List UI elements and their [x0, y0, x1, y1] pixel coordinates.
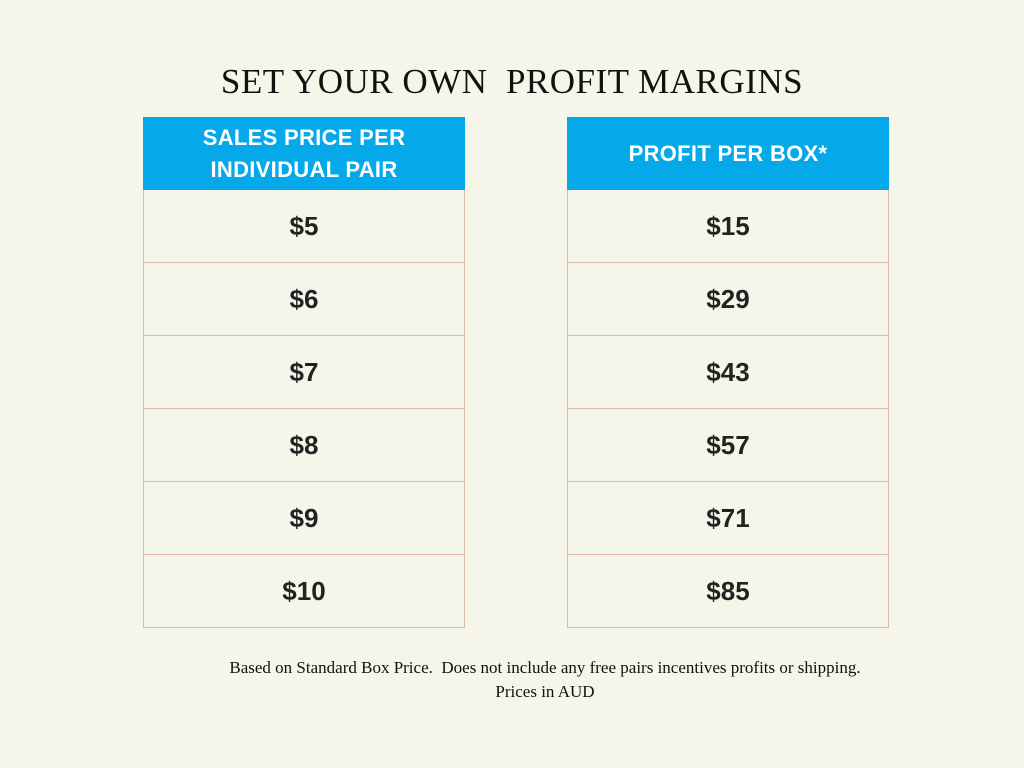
footnote-line1: Based on Standard Box Price. Does not in… [229, 658, 861, 677]
table-row: $5 [143, 189, 465, 263]
profit-cell: $85 [567, 554, 889, 628]
sales-price-cell: $5 [143, 189, 465, 263]
table-row: $15 [567, 189, 889, 263]
sales-price-cell: $10 [143, 554, 465, 628]
sales-price-cell: $6 [143, 262, 465, 336]
table-row: $10 [143, 554, 465, 628]
sales-price-header: SALES PRICE PER INDIVIDUAL PAIR [143, 117, 465, 190]
footnote: Based on Standard Box Price. Does not in… [80, 656, 1010, 704]
page-title: SET YOUR OWN PROFIT MARGINS [220, 62, 804, 101]
sales-price-header-line2: INDIVIDUAL PAIR [210, 156, 398, 182]
profit-cell: $43 [567, 335, 889, 409]
profit-cell: $29 [567, 262, 889, 336]
sales-price-cell: $8 [143, 408, 465, 482]
profit-cell: $15 [567, 189, 889, 263]
profit-per-box-table: PROFIT PER BOX* $15 $29 $43 $57 $71 $85 [567, 117, 889, 628]
sales-price-cell: $7 [143, 335, 465, 409]
table-header-row: SALES PRICE PER INDIVIDUAL PAIR [143, 117, 465, 190]
table-row: $29 [567, 262, 889, 336]
table-row: $6 [143, 262, 465, 336]
profit-per-box-header: PROFIT PER BOX* [567, 117, 889, 190]
sales-price-table: SALES PRICE PER INDIVIDUAL PAIR $5 $6 $7… [143, 117, 465, 628]
table-row: $9 [143, 481, 465, 555]
sales-price-cell: $9 [143, 481, 465, 555]
table-header-row: PROFIT PER BOX* [567, 117, 889, 190]
table-row: $71 [567, 481, 889, 555]
table-row: $7 [143, 335, 465, 409]
table-row: $85 [567, 554, 889, 628]
table-row: $57 [567, 408, 889, 482]
table-row: $43 [567, 335, 889, 409]
table-row: $8 [143, 408, 465, 482]
sales-price-header-line1: SALES PRICE PER [202, 124, 406, 150]
footnote-line2: Prices in AUD [495, 682, 595, 701]
profit-cell: $71 [567, 481, 889, 555]
profit-cell: $57 [567, 408, 889, 482]
